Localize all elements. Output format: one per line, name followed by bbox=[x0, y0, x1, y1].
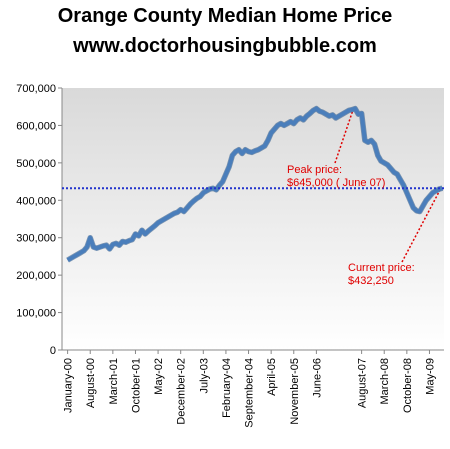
x-tick-label: November-05 bbox=[289, 358, 301, 425]
y-tick-label: 200,000 bbox=[16, 270, 56, 282]
chart-subtitle: www.doctorhousingbubble.com bbox=[72, 35, 377, 57]
x-tick-label: July-03 bbox=[198, 358, 210, 393]
peak-arrow bbox=[334, 106, 355, 164]
chart-title: Orange County Median Home Price bbox=[58, 5, 393, 27]
y-tick-label: 400,000 bbox=[16, 195, 56, 207]
x-tick-label: February-04 bbox=[221, 358, 233, 418]
x-tick-label: January-00 bbox=[63, 358, 75, 413]
x-tick-label: June-06 bbox=[311, 358, 323, 398]
annotation: $645,000 ( June 07) bbox=[287, 177, 385, 189]
y-tick-label: 600,000 bbox=[16, 120, 56, 132]
x-tick-label: August-07 bbox=[357, 358, 369, 408]
x-tick-label: December-02 bbox=[176, 358, 188, 425]
y-tick-label: 100,000 bbox=[16, 308, 56, 320]
x-tick-label: October-01 bbox=[130, 358, 142, 413]
annotation: Peak price: bbox=[287, 164, 342, 176]
annotation: $432,250 bbox=[348, 275, 394, 287]
line bbox=[66, 106, 443, 262]
x-tick-label: September-04 bbox=[244, 358, 256, 428]
x-tick-label: October-08 bbox=[402, 358, 414, 413]
plot-area bbox=[62, 88, 444, 350]
x-tick-label: August-00 bbox=[85, 358, 97, 408]
current-arrow bbox=[401, 189, 441, 263]
y-tick-label: 300,000 bbox=[16, 233, 56, 245]
y-tick-label: 700,000 bbox=[16, 83, 56, 95]
x-tick-label: May-02 bbox=[153, 358, 165, 395]
x-tick-label: March-08 bbox=[379, 358, 391, 404]
x-tick-label: March-01 bbox=[108, 358, 120, 404]
y-tick-label: 500,000 bbox=[16, 158, 56, 170]
y-tick-label: 0 bbox=[50, 345, 56, 357]
annotation: Current price: bbox=[348, 262, 415, 274]
x-tick-label: April-05 bbox=[266, 358, 278, 396]
x-tick-label: May-09 bbox=[424, 358, 436, 395]
